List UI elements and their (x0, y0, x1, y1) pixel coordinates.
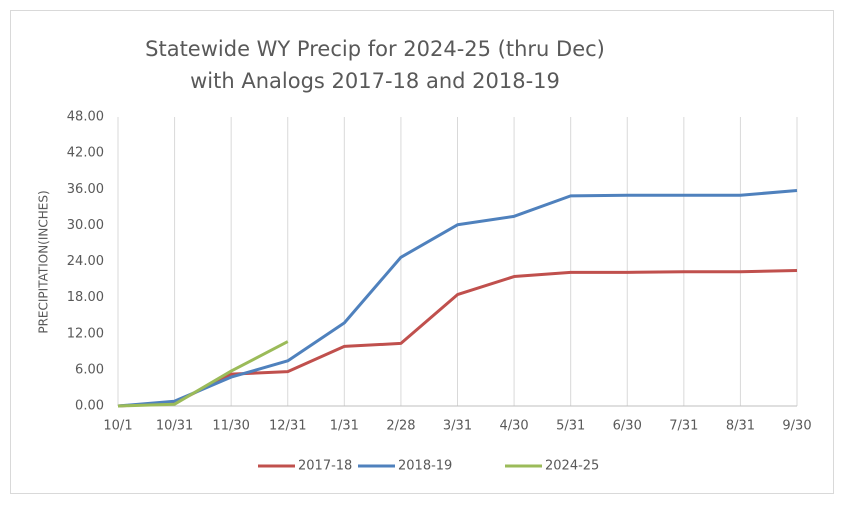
x-tick-label: 11/30 (212, 419, 249, 434)
x-tick-label: 4/30 (499, 419, 528, 434)
y-tick-label: 42.00 (67, 146, 104, 161)
x-tick-label: 8/31 (726, 419, 755, 434)
x-tick-label: 2/28 (386, 419, 415, 434)
x-tick-label: 10/31 (156, 419, 193, 434)
y-tick-label: 24.00 (67, 254, 104, 269)
chart-border (10, 10, 834, 494)
chart-title: with Analogs 2017-18 and 2018-19 (190, 69, 560, 93)
chart-title: Statewide WY Precip for 2024-25 (thru De… (145, 37, 605, 61)
x-tick-label: 10/1 (103, 419, 132, 434)
y-tick-label: 6.00 (75, 362, 104, 377)
x-tick-label: 1/31 (330, 419, 359, 434)
y-tick-label: 36.00 (67, 182, 104, 197)
y-tick-label: 0.00 (75, 399, 104, 414)
series-line (117, 188, 798, 408)
x-tick-label: 3/31 (443, 419, 472, 434)
x-tick-label: 12/31 (269, 419, 306, 434)
y-tick-label: 30.00 (67, 218, 104, 233)
series-line (117, 340, 289, 408)
x-tick-label: 9/30 (782, 419, 811, 434)
legend-label: 2018-19 (398, 459, 452, 474)
legend-label: 2024-25 (545, 459, 599, 474)
y-axis-label: PRECIPITATION(INCHES) (37, 190, 51, 333)
y-tick-label: 18.00 (67, 290, 104, 305)
legend-label: 2017-18 (298, 459, 352, 474)
x-tick-label: 5/31 (556, 419, 585, 434)
y-tick-label: 48.00 (67, 110, 104, 125)
x-tick-label: 6/30 (613, 419, 642, 434)
series-line (117, 269, 798, 408)
y-tick-label: 12.00 (67, 326, 104, 341)
x-tick-label: 7/31 (669, 419, 698, 434)
